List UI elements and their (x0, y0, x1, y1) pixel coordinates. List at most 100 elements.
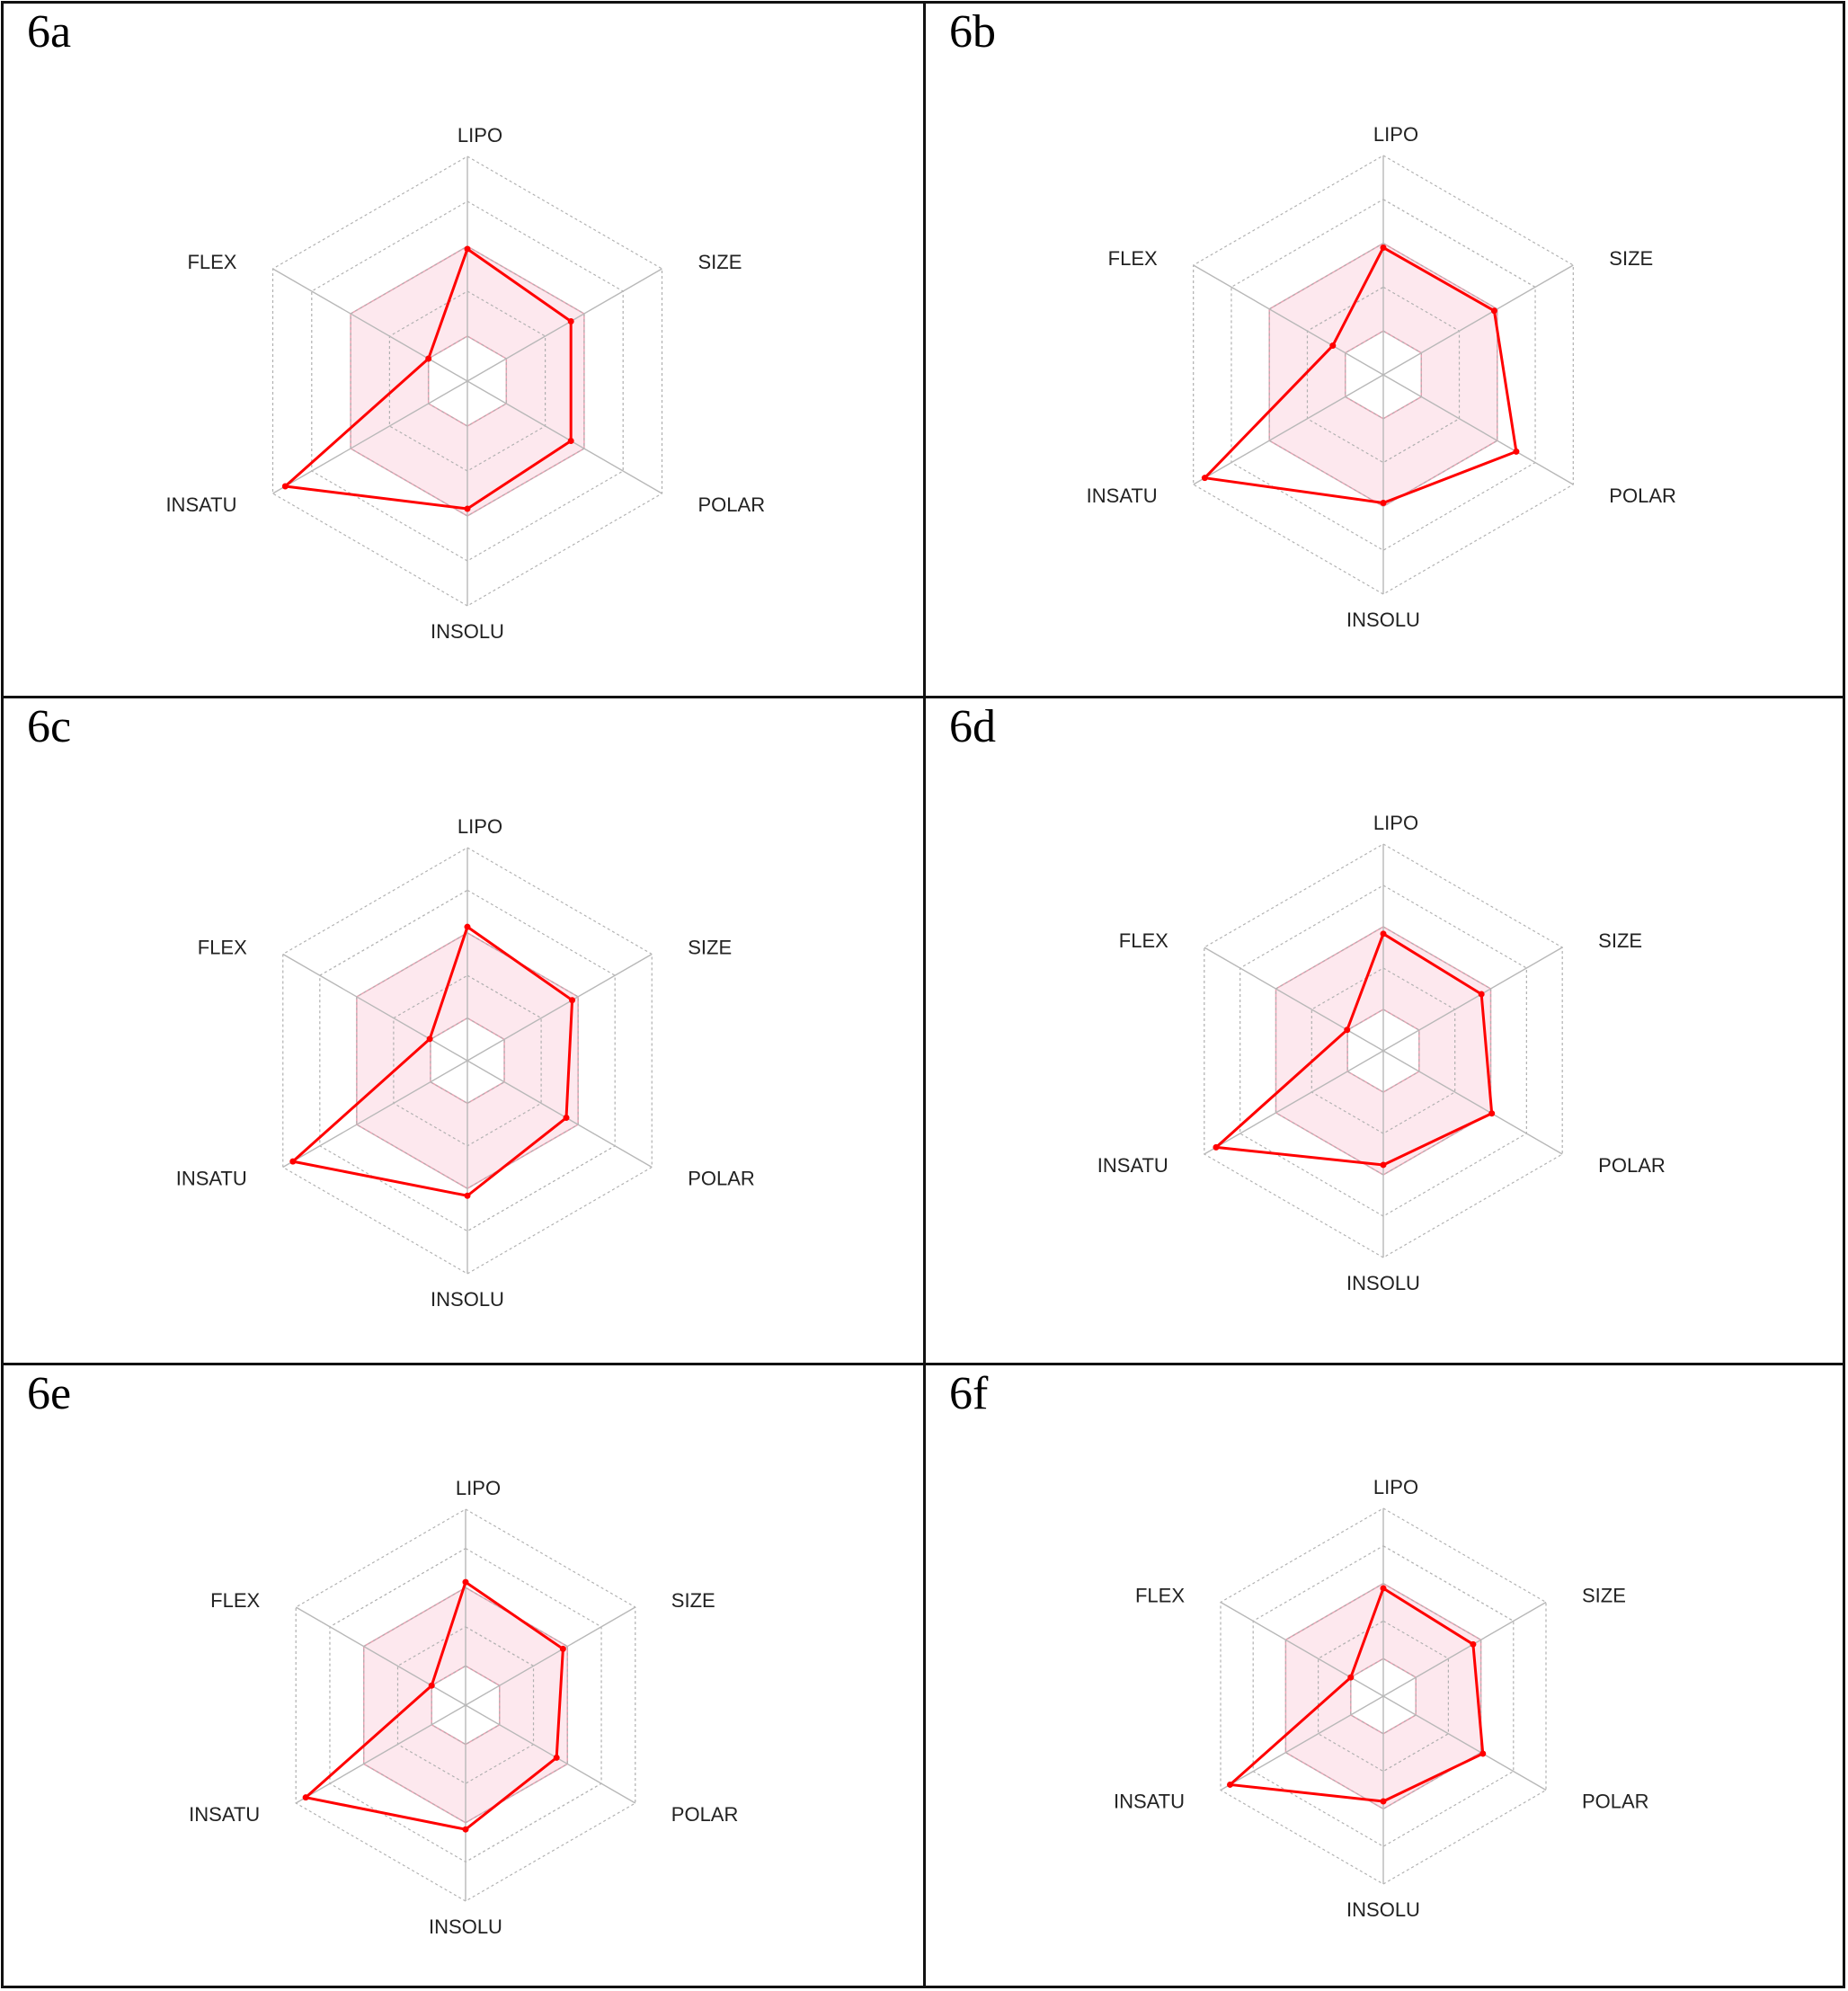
axis-label-insatu: INSATU (189, 1803, 260, 1826)
horizontal-divider-1 (2, 696, 1844, 698)
data-point (1490, 307, 1497, 315)
data-point (1347, 1674, 1355, 1681)
axis-label-size: SIZE (688, 937, 732, 959)
data-point (1226, 1781, 1233, 1788)
data-point (1329, 342, 1337, 350)
axis-label-insatu: INSATU (1087, 484, 1158, 507)
data-point (464, 1192, 471, 1199)
data-point (569, 997, 576, 1004)
data-point (462, 1826, 469, 1833)
data-point (289, 1158, 297, 1165)
axis-spoke (295, 1606, 466, 1706)
axis-spoke (1193, 374, 1384, 485)
axis-spoke (1204, 947, 1384, 1052)
data-point (1513, 448, 1520, 455)
axis-label-lipo: LIPO (1373, 1476, 1418, 1498)
panel-6d: 6d LIPO SIZE POLAR INSOLU INSATU FLEX (926, 698, 1844, 1364)
data-point (567, 318, 574, 324)
data-point (559, 1645, 566, 1652)
data-point (563, 1115, 570, 1122)
axis-label-flex: FLEX (1135, 1585, 1185, 1607)
axis-spoke (1193, 264, 1384, 376)
axis-spoke (1382, 374, 1574, 485)
axis-spoke (465, 1606, 636, 1706)
axis-label-insatu: INSATU (165, 493, 236, 516)
axis-spoke (466, 380, 662, 494)
panel-label: 6f (949, 1368, 989, 1419)
axis-label-flex: FLEX (210, 1589, 260, 1612)
data-point (1380, 1585, 1387, 1592)
radar-chart: LIPO SIZE POLAR INSOLU INSATU FLEX (165, 124, 766, 643)
axis-spoke (1204, 1050, 1384, 1155)
axis-label-lipo: LIPO (456, 1477, 501, 1499)
data-point (1380, 1798, 1387, 1805)
axis-label-polar: POLAR (1598, 1154, 1666, 1177)
axis-label-polar: POLAR (1582, 1791, 1649, 1813)
panel-6e: 6e LIPO SIZE POLAR INSOLU INSATU FLEX (4, 1365, 924, 1987)
data-point (553, 1754, 560, 1761)
axis-label-lipo: LIPO (1373, 123, 1418, 146)
panel-label: 6c (27, 701, 72, 752)
panel-label: 6a (27, 6, 72, 58)
axis-label-flex: FLEX (198, 937, 247, 959)
axis-label-flex: FLEX (1119, 929, 1168, 952)
axis-spoke (1382, 1050, 1563, 1155)
axis-label-size: SIZE (698, 251, 742, 273)
axis-spoke (282, 1060, 468, 1169)
data-point (1380, 1161, 1387, 1169)
axis-label-size: SIZE (1598, 929, 1642, 952)
axis-label-lipo: LIPO (458, 124, 502, 147)
axis-spoke (272, 268, 468, 382)
axis-label-size: SIZE (1582, 1585, 1626, 1607)
data-point (1488, 1110, 1496, 1117)
panel-6a: 6a LIPO SIZE POLAR INSOLU INSATU FLEX (4, 4, 924, 697)
axis-label-polar: POLAR (671, 1803, 739, 1826)
axis-spoke (1382, 264, 1574, 376)
axis-spoke (282, 953, 468, 1062)
panel-6f: 6f LIPO SIZE POLAR INSOLU INSATU FLEX (926, 1365, 1844, 1987)
data-point (567, 438, 574, 444)
axis-label-flex: FLEX (187, 251, 236, 273)
data-point (1470, 1640, 1477, 1648)
data-point (464, 505, 471, 512)
axis-label-insolu: INSOLU (431, 620, 504, 643)
data-point (464, 923, 471, 930)
axis-label-size: SIZE (671, 1589, 715, 1612)
data-point (462, 1578, 469, 1586)
axis-spoke (466, 953, 653, 1062)
data-point (1380, 499, 1387, 506)
data-point (1479, 1750, 1487, 1757)
radar-chart: LIPO SIZE POLAR INSOLU INSATU FLEX (1097, 812, 1666, 1294)
data-point (1380, 244, 1387, 251)
panel-label: 6e (27, 1368, 72, 1419)
axis-label-insatu: INSATU (176, 1168, 247, 1190)
data-point (1344, 1027, 1351, 1034)
panel-6c: 6c LIPO SIZE POLAR INSOLU INSATU FLEX (4, 698, 924, 1364)
axis-label-insolu: INSOLU (431, 1288, 504, 1311)
axis-label-polar: POLAR (688, 1168, 755, 1190)
axis-label-insatu: INSATU (1097, 1154, 1168, 1177)
data-point (1213, 1143, 1220, 1151)
axis-label-insatu: INSATU (1114, 1791, 1185, 1813)
panel-6b: 6b LIPO SIZE POLAR INSOLU INSATU FLEX (926, 4, 1844, 697)
data-point (1380, 930, 1387, 938)
axis-spoke (1220, 1601, 1384, 1697)
data-point (302, 1794, 309, 1801)
axis-label-polar: POLAR (698, 493, 766, 516)
radar-chart: LIPO SIZE POLAR INSOLU INSATU FLEX (176, 815, 755, 1311)
axis-spoke (466, 268, 662, 382)
axis-spoke (1382, 1695, 1547, 1791)
axis-label-lipo: LIPO (458, 815, 502, 838)
axis-spoke (1382, 947, 1563, 1052)
data-point (464, 245, 471, 253)
radar-chart: LIPO SIZE POLAR INSOLU INSATU FLEX (189, 1477, 739, 1938)
radar-chart: LIPO SIZE POLAR INSOLU INSATU FLEX (1114, 1476, 1649, 1921)
axis-spoke (295, 1704, 466, 1804)
axis-label-insolu: INSOLU (1346, 1898, 1420, 1921)
axis-spoke (1382, 1601, 1547, 1697)
data-point (425, 355, 432, 362)
data-point (281, 483, 289, 490)
axis-spoke (466, 1060, 653, 1169)
data-point (426, 1035, 433, 1043)
